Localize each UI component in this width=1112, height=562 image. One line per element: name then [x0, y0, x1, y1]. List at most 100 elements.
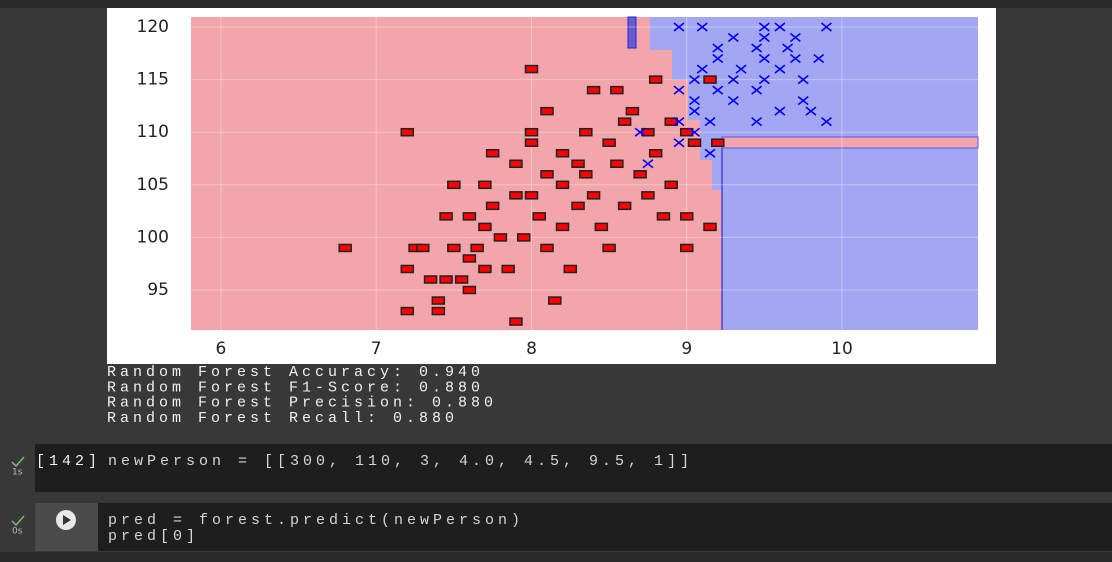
point [664, 180, 678, 190]
point [696, 22, 708, 32]
x-tick-label: 7 [371, 339, 382, 359]
point [594, 222, 609, 232]
point [439, 212, 453, 221]
point [696, 64, 708, 74]
point [478, 264, 492, 274]
y-tick-label: 110 [137, 122, 169, 142]
point [687, 138, 702, 147]
point [485, 201, 500, 211]
point [454, 275, 469, 284]
output-line: Random Forest Recall: 0.880 [107, 410, 458, 427]
point [642, 159, 654, 169]
point [656, 212, 671, 221]
region-edge [627, 16, 637, 49]
point [555, 148, 570, 158]
region-strip [721, 136, 979, 149]
point [679, 243, 694, 253]
output-line: Random Forest Precision: 0.880 [107, 395, 497, 412]
point [400, 127, 415, 137]
point [610, 159, 624, 169]
point [727, 32, 739, 43]
x-tick-label: 8 [526, 339, 537, 359]
point [774, 106, 786, 116]
marks [338, 22, 832, 326]
exec-time: 0s [12, 527, 23, 537]
point [400, 264, 415, 274]
point [673, 22, 685, 32]
point [673, 117, 685, 127]
point [711, 138, 725, 147]
point [571, 201, 585, 211]
point [648, 75, 663, 84]
point [439, 275, 453, 284]
point [703, 75, 717, 84]
point [727, 96, 739, 106]
point [774, 22, 786, 32]
point [679, 212, 694, 221]
point [797, 74, 809, 85]
point [509, 191, 523, 200]
point [664, 117, 678, 126]
point [524, 64, 539, 74]
point [805, 106, 817, 116]
y-tick-label: 95 [147, 280, 169, 300]
point [540, 243, 554, 253]
top-bar [0, 0, 1112, 8]
code-cell [35, 503, 1112, 551]
point [431, 306, 446, 316]
point [579, 170, 593, 179]
point [462, 254, 477, 263]
point [617, 117, 632, 126]
point [610, 85, 624, 95]
point [532, 212, 546, 221]
point [758, 74, 770, 85]
x-tick-label: 10 [831, 339, 853, 359]
code-line: pred = forest.predict(newPerson) [108, 512, 524, 529]
point [758, 53, 770, 64]
point [478, 222, 492, 232]
point [727, 74, 739, 85]
point [447, 243, 461, 253]
point [648, 148, 663, 158]
x-tick-label: 9 [681, 339, 692, 359]
point [820, 117, 832, 127]
point [789, 53, 801, 64]
output-line: Random Forest F1-Score: 0.880 [107, 379, 484, 396]
point [617, 201, 632, 211]
point [673, 138, 685, 148]
point [579, 127, 593, 137]
point [431, 296, 446, 305]
point [625, 106, 640, 116]
point [689, 74, 700, 85]
point [602, 138, 616, 147]
output-line: Random Forest Accuracy: 0.940 [107, 364, 484, 381]
y-tick-label: 100 [137, 227, 169, 247]
point [470, 243, 484, 253]
point [462, 212, 477, 221]
check-icon [11, 456, 25, 468]
point [516, 233, 531, 242]
point [797, 96, 809, 106]
code-line: newPerson = [[300, 110, 3, 4.0, 4.5, 9.5… [108, 453, 693, 470]
check-icon [11, 515, 25, 527]
point [602, 243, 616, 253]
y-tick-label: 120 [137, 17, 169, 37]
point [673, 85, 685, 95]
ticks: 6 7 8 9 10 95 100 105 110 115 120 [137, 17, 853, 359]
point [524, 138, 539, 147]
point [820, 22, 832, 32]
region-blue [650, 17, 978, 330]
y-tick-label: 105 [137, 175, 169, 195]
point [338, 243, 352, 253]
point [400, 306, 415, 316]
point [689, 127, 700, 137]
point [555, 222, 570, 232]
point [751, 85, 763, 95]
y-tick-label: 115 [137, 70, 169, 90]
point [789, 32, 801, 43]
point [689, 106, 700, 116]
point [704, 148, 716, 158]
point [548, 296, 562, 305]
